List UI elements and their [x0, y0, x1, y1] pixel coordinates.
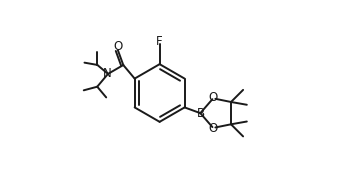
Text: O: O — [208, 91, 217, 104]
Text: O: O — [114, 40, 123, 53]
Text: B: B — [197, 107, 205, 120]
Text: F: F — [156, 35, 163, 48]
Text: O: O — [208, 122, 217, 135]
Text: N: N — [103, 67, 111, 80]
